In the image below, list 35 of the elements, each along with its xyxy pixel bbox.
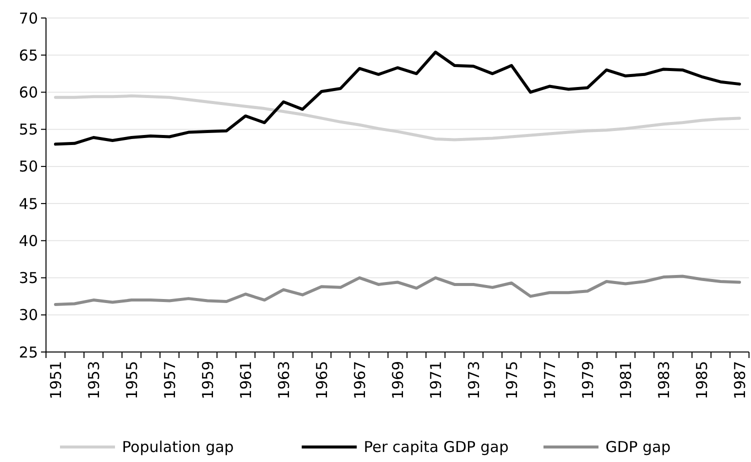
x-tick-label: 1957 [160, 361, 179, 400]
x-tick-label: 1971 [426, 361, 445, 400]
y-tick-label: 35 [18, 269, 38, 288]
y-tick-label: 60 [18, 83, 38, 102]
line-series [54, 50, 741, 146]
y-tick-label: 55 [18, 120, 38, 139]
line-series [54, 94, 741, 142]
y-tick-label: 40 [18, 232, 38, 250]
x-tick-label: 1965 [312, 361, 331, 400]
x-tick-label: 1985 [692, 361, 711, 400]
x-tick-label: 1983 [654, 361, 673, 400]
y-tick-label: 25 [18, 343, 38, 362]
x-tick-label: 1961 [236, 361, 255, 400]
x-tick-label: 1975 [502, 361, 521, 400]
x-tick-label: 1967 [350, 361, 369, 400]
x-tick-label: 1963 [274, 361, 293, 400]
x-tick-label: 1969 [388, 361, 407, 400]
y-tick-label: 30 [18, 306, 38, 324]
y-tick-label: 70 [18, 9, 38, 28]
legend-label: GDP gap [605, 438, 671, 456]
x-tick-label: 1979 [578, 361, 597, 400]
y-tick-label: 65 [18, 46, 38, 64]
legend-label: Population gap [122, 438, 234, 456]
line-series [54, 274, 741, 306]
x-tick-label: 1955 [122, 361, 141, 400]
y-tick-label: 50 [18, 158, 38, 176]
x-tick-label: 1953 [84, 361, 103, 400]
x-tick-label: 1987 [730, 361, 749, 400]
x-tick-label: 1977 [540, 361, 559, 400]
legend-label: Per capita GDP gap [364, 438, 509, 456]
x-tick-label: 1981 [616, 361, 635, 400]
x-tick-label: 1973 [464, 361, 483, 400]
y-tick-label: 45 [18, 194, 38, 213]
x-tick-label: 1951 [46, 361, 65, 400]
x-tick-label: 1959 [198, 361, 217, 400]
